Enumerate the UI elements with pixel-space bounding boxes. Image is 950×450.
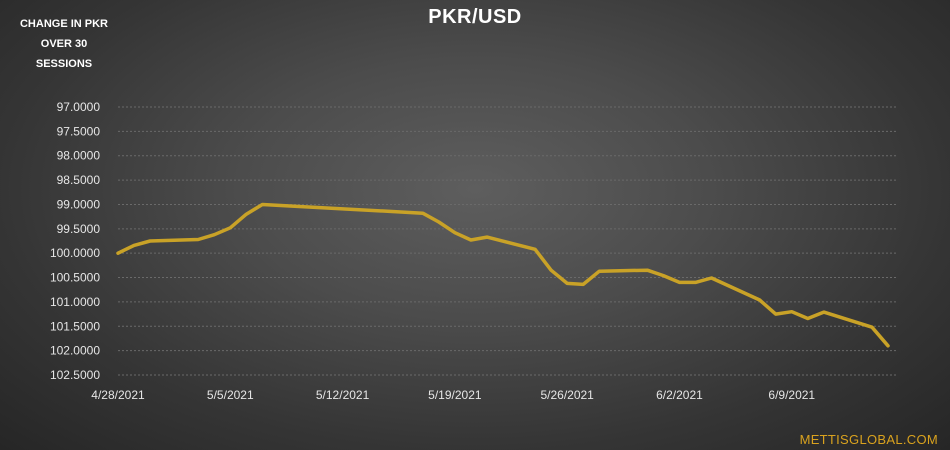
x-tick-label: 6/2/2021 — [656, 388, 703, 402]
y-tick-label: 99.0000 — [57, 197, 101, 211]
y-tick-label: 100.0000 — [50, 246, 100, 260]
y-tick-label: 98.0000 — [57, 149, 101, 163]
x-tick-label: 5/5/2021 — [207, 388, 254, 402]
y-tick-label: 97.0000 — [57, 100, 101, 114]
y-tick-label: 101.0000 — [50, 295, 100, 309]
y-tick-label: 102.0000 — [50, 344, 100, 358]
watermark: METTISGLOBAL.COM — [799, 432, 938, 447]
x-tick-label: 5/12/2021 — [316, 388, 370, 402]
x-tick-label: 6/9/2021 — [768, 388, 815, 402]
y-tick-label: 102.5000 — [50, 368, 100, 382]
y-tick-label: 98.5000 — [57, 173, 101, 187]
x-tick-label: 5/19/2021 — [428, 388, 482, 402]
y-axis-label: CHANGE IN PKR OVER 30 SESSIONS — [19, 18, 108, 70]
y-tick-label: 101.5000 — [50, 319, 100, 333]
y-tick-label: 97.5000 — [57, 124, 101, 138]
x-tick-label: 4/28/2021 — [91, 388, 145, 402]
x-tick-label: 5/26/2021 — [540, 388, 594, 402]
y-tick-label: 100.5000 — [50, 271, 100, 285]
series-line — [116, 202, 890, 348]
y-tick-label: 99.5000 — [57, 222, 101, 236]
chart-title: PKR/USD — [428, 6, 522, 28]
